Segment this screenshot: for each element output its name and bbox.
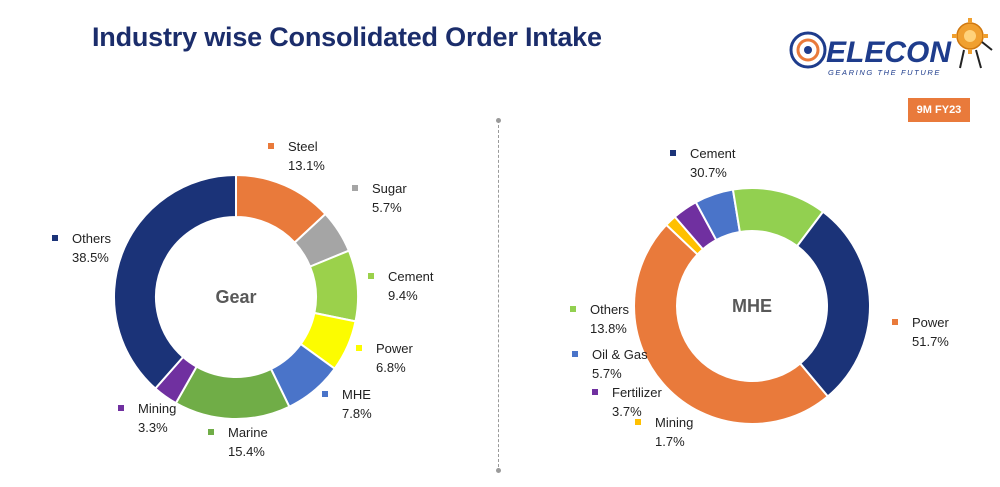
legend-marker [208,429,214,435]
slice-power [633,223,830,425]
slice-value: 38.5% [72,250,109,265]
legend-marker [570,306,576,312]
slice-name: Power [912,315,950,330]
donut-chart-mhe: Power 51.7% Mining 1.7% Fertilizer 3.7% Oil & … [570,146,950,449]
gear-mascot-icon [952,18,993,69]
period-badge: 9M FY23 [908,98,970,122]
globe-icon [789,31,827,69]
label-cement: Cement 30.7% [670,146,736,180]
slice-value: 5.7% [372,200,402,215]
slice-name: Sugar [372,181,407,196]
legend-marker [635,419,641,425]
slice-name: Steel [288,139,318,154]
label-oil-gas: Oil & Gas 5.7% [572,347,648,381]
slice-name: MHE [342,387,371,402]
label-others: Others 38.5% [52,231,112,265]
label-sugar: Sugar 5.7% [352,181,407,215]
label-others: Others 13.8% [570,302,630,336]
slice-value: 51.7% [912,334,949,349]
legend-marker [352,185,358,191]
slice-value: 9.4% [388,288,418,303]
slice-value: 1.7% [655,434,685,449]
chart-divider [498,120,499,472]
slice-name: Power [376,341,414,356]
legend-marker [592,389,598,395]
slice-name: Oil & Gas [592,347,648,362]
legend-marker [268,143,274,149]
slice-value: 30.7% [690,165,727,180]
logo-text: ELECON [826,36,952,69]
slice-value: 3.7% [612,404,642,419]
legend-marker [572,351,578,357]
legend-marker [52,235,58,241]
slice-value: 3.3% [138,420,168,435]
elecon-logo: ELECON GEARING THE FUTURE [789,18,993,77]
slice-name: Marine [228,425,268,440]
slice-value: 13.1% [288,158,325,173]
label-power: Power 6.8% [356,341,414,375]
center-label: Gear [215,287,256,307]
slice-value: 15.4% [228,444,265,459]
label-mhe: MHE 7.8% [322,387,372,421]
legend-marker [892,319,898,325]
divider-dot-bottom [496,468,501,473]
logo-tagline: GEARING THE FUTURE [828,68,941,77]
legend-marker [368,273,374,279]
label-mining: Mining 1.7% [635,415,693,449]
slice-name: Mining [655,415,693,430]
legend-marker [118,405,124,411]
label-steel: Steel 13.1% [268,139,325,173]
label-marine: Marine 15.4% [208,425,268,459]
label-mining: Mining 3.3% [118,401,176,435]
donut-chart-gear: Steel 13.1% Sugar 5.7% Cement 9.4% Power 6.8% MH… [52,139,434,459]
label-fertilizer: Fertilizer 3.7% [592,385,663,419]
legend-marker [670,150,676,156]
slice-value: 13.8% [590,321,627,336]
slice-others [113,173,237,390]
slice-cement [795,210,871,398]
label-cement: Cement 9.4% [368,269,434,303]
slice-name: Fertilizer [612,385,663,400]
slice-name: Others [590,302,630,317]
slice-value: 7.8% [342,406,372,421]
slice-name: Others [72,231,112,246]
slice-name: Cement [690,146,736,161]
divider-dot-top [496,118,501,123]
label-power: Power 51.7% [892,315,950,349]
slice-value: 6.8% [376,360,406,375]
slice-name: Mining [138,401,176,416]
page-title: Industry wise Consolidated Order Intake [92,22,602,52]
slice-name: Cement [388,269,434,284]
slice-value: 5.7% [592,366,622,381]
legend-marker [356,345,362,351]
center-label: MHE [732,296,772,316]
legend-marker [322,391,328,397]
